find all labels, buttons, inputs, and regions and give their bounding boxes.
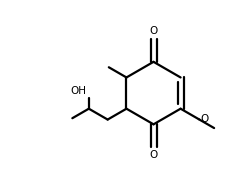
Text: O: O (150, 26, 158, 36)
Text: O: O (200, 114, 208, 124)
Text: O: O (150, 150, 158, 160)
Text: OH: OH (70, 87, 86, 96)
